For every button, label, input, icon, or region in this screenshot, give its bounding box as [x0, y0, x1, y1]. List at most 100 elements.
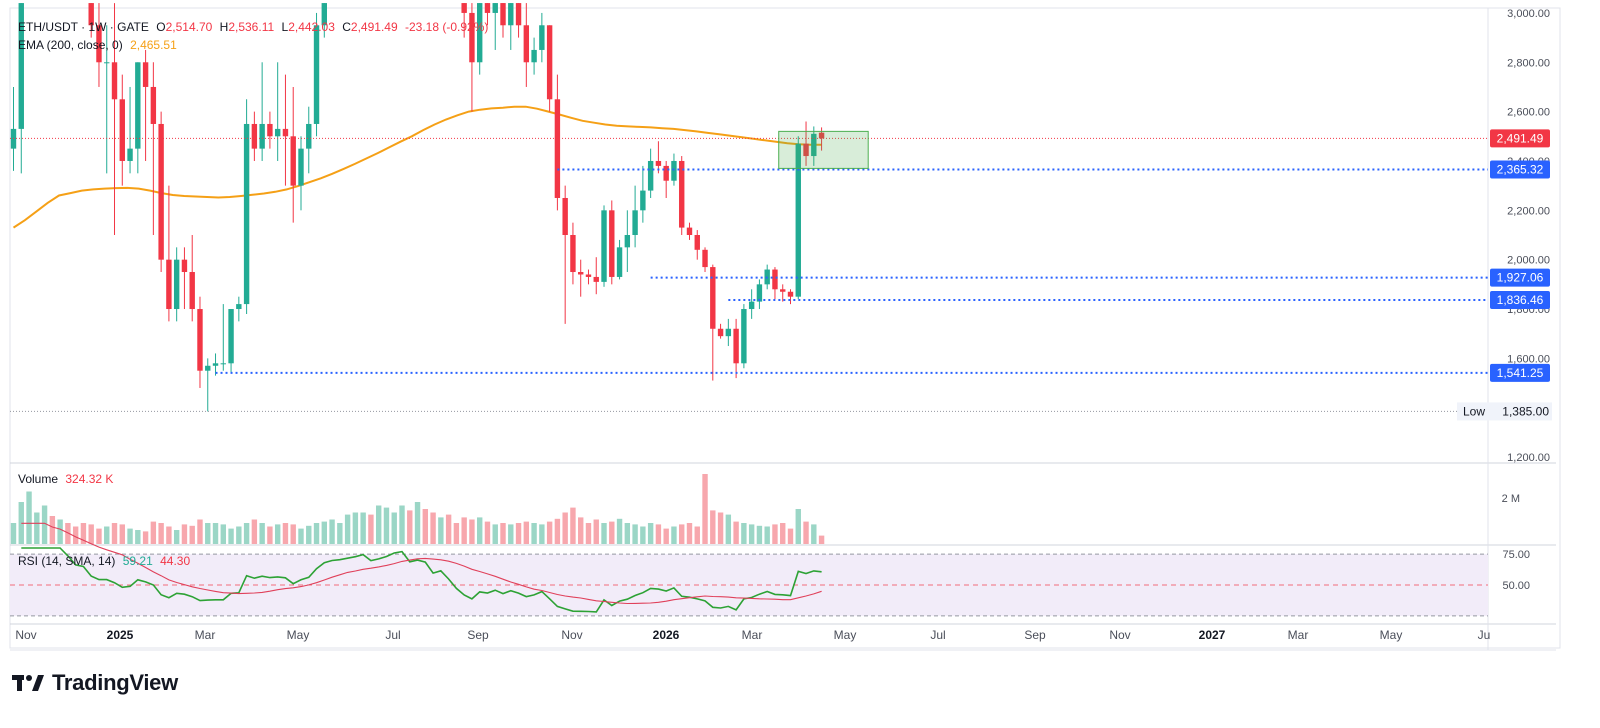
symbol-label[interactable]: ETH/USDT · 1W · GATE [18, 20, 149, 34]
candle-body [787, 291, 794, 297]
time-tick-label: Jul [385, 628, 400, 642]
volume-bar [166, 526, 172, 544]
volume-bar [360, 512, 366, 544]
time-tick-label: May [834, 628, 857, 642]
volume-bar [127, 528, 133, 544]
volume-bar [352, 512, 359, 544]
candle-body [539, 25, 545, 50]
volume-bar [663, 528, 669, 544]
plot-frame [9, 7, 1561, 649]
volume-bar [702, 474, 708, 544]
tradingview-logo[interactable]: TradingView [12, 668, 178, 698]
candle-body [127, 148, 133, 161]
candle-body [104, 62, 110, 64]
volume-bar [57, 519, 63, 544]
volume-bar [298, 528, 304, 544]
candle-body [671, 160, 677, 181]
rsi-tick-label: 75.00 [1502, 549, 1530, 561]
low-value: 2,442.03 [288, 20, 335, 34]
candle-body [313, 25, 320, 124]
volume-bar [383, 507, 390, 544]
volume-bar [313, 523, 320, 544]
candle-body [142, 62, 149, 87]
rsi-path [21, 547, 822, 613]
price-tick-label: 2,000.00 [1507, 255, 1550, 267]
candle-body [609, 210, 615, 277]
volume-bar [764, 526, 770, 544]
volume-bar [748, 524, 755, 544]
candle-body [531, 49, 537, 63]
volume-bar [624, 523, 631, 544]
volume-bar [220, 524, 226, 544]
close-label: C [342, 20, 351, 34]
price-tick-label: 2,200.00 [1507, 205, 1550, 217]
chart-grid [9, 7, 1561, 651]
volume-tick-label: 2 M [1502, 493, 1520, 505]
volume-bar [135, 530, 141, 544]
volume-bar [375, 505, 382, 544]
candle-body [748, 301, 755, 310]
time-tick-label: May [287, 628, 310, 642]
volume-bars [10, 474, 825, 544]
volume-bar [111, 523, 118, 544]
low-label: L [281, 20, 289, 34]
ema-line [12, 105, 822, 229]
candle-body [243, 123, 250, 305]
volume-bar [158, 523, 164, 544]
volume-bar [259, 523, 265, 544]
volume-bar [197, 519, 203, 544]
candle-body [228, 309, 234, 364]
candle-body [795, 143, 801, 297]
current-price-label-bg [1490, 129, 1550, 148]
volume-bar [49, 516, 56, 544]
volume-legend[interactable]: Volume 324.32 K [18, 472, 117, 486]
candle-body [290, 136, 296, 186]
volume-bar [523, 521, 530, 544]
candle-body [306, 123, 312, 149]
volume-bar [461, 517, 467, 544]
volume-bar [609, 521, 615, 544]
time-tick-label: May [1380, 628, 1403, 642]
low-label-text: Low [1463, 404, 1485, 418]
support-level-label-bg [1490, 268, 1550, 287]
ema-label: EMA (200, close, 0) [18, 38, 123, 52]
time-tick-label: Ju [1478, 628, 1491, 642]
candle-body [523, 25, 530, 63]
volume-bar [671, 526, 677, 544]
rsi-legend[interactable]: RSI (14, SMA, 14) 59.21 44.30 [18, 554, 194, 568]
volume-bar [267, 526, 273, 544]
volume-bar [647, 523, 654, 544]
support-level-label-text: 1,541.25 [1497, 366, 1544, 380]
time-tick-label: Jul [930, 628, 945, 642]
volume-bar [306, 525, 312, 544]
volume-bar [694, 526, 700, 544]
volume-bar [290, 524, 296, 544]
volume-bar [150, 521, 157, 544]
candle-body [267, 123, 273, 137]
volume-bar [795, 509, 801, 544]
time-tick-label: Mar [742, 628, 763, 642]
candle-body [500, 3, 506, 26]
volume-bar [438, 517, 444, 544]
volume-bar [243, 523, 250, 544]
candle-body [508, 3, 514, 26]
volume-bar [72, 526, 79, 544]
volume-bar [445, 514, 452, 544]
volume-bar [453, 523, 460, 544]
volume-bar [26, 491, 32, 544]
price-labels: 2,491.49 2,365.32 1,927.06 1,836.46 1,541.25… [1457, 129, 1552, 421]
volume-bar [500, 523, 506, 544]
volume-bar [811, 524, 817, 544]
volume-label: Volume [18, 472, 59, 486]
candle-body [477, 3, 483, 63]
candle-body [515, 3, 522, 26]
candle-body [710, 267, 716, 329]
time-tick-label: Nov [15, 628, 36, 642]
support-level-label-bg [1490, 363, 1550, 382]
ema-legend[interactable]: EMA (200, close, 0) 2,465.51 [18, 38, 181, 52]
volume-bar [562, 512, 568, 544]
volume-bar [96, 528, 102, 544]
volume-bar [142, 531, 149, 544]
candle-body [601, 210, 607, 282]
